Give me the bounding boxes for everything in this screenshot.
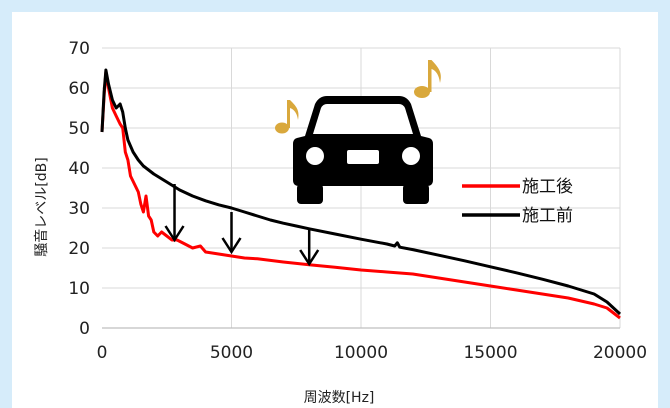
y-tick-label: 20: [68, 239, 90, 259]
x-tick-label: 5000: [210, 343, 253, 363]
legend-label-before: 施工前: [522, 206, 573, 226]
x-axis-title: 周波数[Hz]: [304, 390, 375, 406]
down-arrow-icon: [221, 212, 242, 255]
down-arrow-icon: [164, 184, 185, 243]
legend-label-after: 施工後: [522, 177, 573, 197]
y-tick-label: 30: [68, 199, 90, 219]
y-tick-label: 40: [68, 159, 90, 179]
car-illustration: [275, 60, 441, 204]
series-line-after: [100, 70, 621, 320]
y-tick-label: 50: [68, 119, 90, 139]
y-axis-title: 騒音レベル[dB]: [33, 157, 50, 256]
chart-panel: 0 10 20 30 40 50 60 70 0 5000 10000 15000 20000: [12, 12, 658, 408]
legend: 施工後 施工前: [462, 177, 573, 226]
y-tick-label: 70: [68, 39, 90, 59]
music-note-icon: [414, 60, 441, 98]
down-arrow-icon: [299, 228, 320, 267]
x-tick-label: 10000: [334, 343, 388, 363]
arrow-head: [221, 237, 242, 255]
series-lines: [100, 68, 622, 320]
y-tick-label: 0: [79, 319, 90, 339]
arrow-head: [299, 249, 320, 267]
x-tick-label: 15000: [463, 343, 517, 363]
x-tick-label: 20000: [593, 343, 647, 363]
x-tick-label: 0: [97, 343, 108, 363]
series-line-before: [100, 68, 622, 316]
music-note-icon: [275, 100, 299, 134]
car-icon: [293, 96, 433, 204]
axes: 0 10 20 30 40 50 60 70 0 5000 10000 15000 20000: [68, 39, 647, 363]
arrow-head: [164, 225, 185, 243]
reduction-arrows: [164, 184, 320, 267]
noise-chart: 0 10 20 30 40 50 60 70 0 5000 10000 15000 20000: [33, 39, 647, 406]
y-tick-label: 60: [68, 79, 90, 99]
y-tick-label: 10: [68, 279, 90, 299]
